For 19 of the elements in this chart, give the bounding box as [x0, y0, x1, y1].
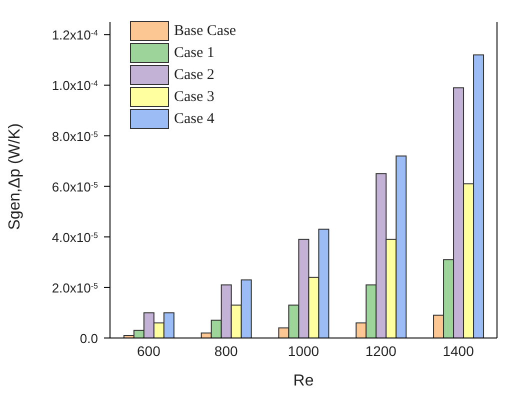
y-tick-label: 8.0x10$^{-5}$	[52, 128, 99, 144]
x-tick-label: 1400	[442, 342, 474, 359]
y-tick-label: 2.0x10$^{-5}$	[52, 280, 99, 296]
legend-label: Case 2	[174, 66, 214, 84]
y-tick-label: 1.2x10$^{-4}$	[52, 28, 99, 43]
x-axis-title: Re	[293, 372, 314, 390]
x-tick-label: 600	[137, 342, 161, 359]
legend-label: Case 4	[174, 110, 214, 128]
x-tick-label: 1000	[288, 342, 320, 359]
legend-label: Case 1	[174, 44, 214, 62]
legend-label: Base Case	[174, 22, 236, 40]
x-tick-label: 800	[214, 342, 238, 359]
legend-label: Case 3	[174, 88, 214, 106]
y-tick-label: 0.0	[80, 331, 98, 346]
y-axis-title: Sgen,Δp (W/K)	[6, 123, 24, 230]
y-tick-label: 6.0x10$^{-5}$	[52, 179, 99, 194]
x-tick-label: 1200	[365, 342, 397, 359]
y-tick-label: 1.0x10$^{-4}$	[52, 78, 99, 94]
y-tick-label: 4.0x10$^{-5}$	[52, 230, 99, 245]
